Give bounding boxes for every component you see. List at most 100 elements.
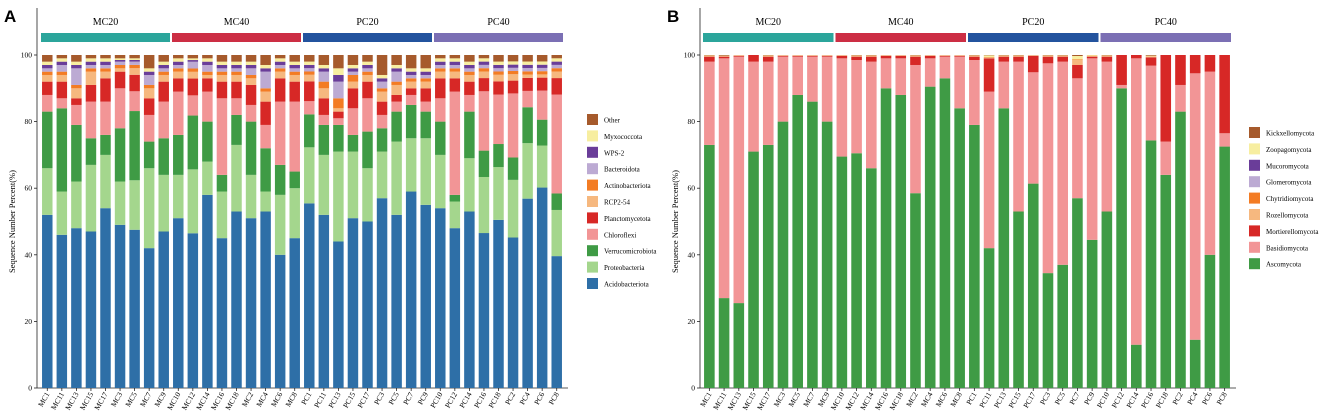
- legend-label: Chytridiomycota: [1266, 195, 1314, 203]
- x-tick-label: MC12: [843, 390, 861, 411]
- legend-swatch: [587, 114, 598, 125]
- bar-segment: [493, 55, 504, 62]
- bar-segment: [245, 64, 257, 69]
- bar-segment: [718, 56, 730, 59]
- bar-segment: [1072, 55, 1083, 56]
- bar-segment: [333, 241, 344, 388]
- bar-segment: [318, 88, 330, 99]
- bar-segment: [880, 55, 892, 59]
- bar-segment: [969, 124, 980, 389]
- bar-segment: [1189, 73, 1201, 340]
- x-tick-label: MC7: [138, 390, 154, 408]
- bar-segment: [260, 55, 271, 65]
- bar-segment: [260, 191, 271, 212]
- bar-segment: [143, 71, 155, 75]
- bar-segment: [449, 91, 461, 195]
- bar-segment: [551, 209, 562, 257]
- x-tick-label: PC9: [1082, 390, 1096, 406]
- group-label: MC20: [93, 17, 119, 28]
- group-strip: [41, 33, 170, 42]
- bar-segment: [449, 201, 461, 229]
- x-tick-label: PC12: [443, 390, 459, 409]
- bar-segment: [216, 81, 228, 99]
- bar-segment: [1072, 59, 1083, 60]
- bar-segment: [910, 55, 921, 57]
- bar-segment: [333, 111, 344, 119]
- bar-segment: [536, 71, 548, 75]
- bar-segment: [143, 98, 155, 115]
- legend-swatch: [587, 146, 598, 158]
- bar-segment: [1160, 174, 1172, 388]
- bar-segment: [260, 64, 271, 69]
- bar-segment: [1042, 273, 1054, 388]
- bar-segment: [376, 198, 388, 388]
- bar-segment: [420, 74, 431, 79]
- bar-segment: [143, 114, 155, 142]
- bar-segment: [260, 101, 271, 125]
- legend-swatch: [587, 163, 598, 175]
- bar-segment: [362, 74, 373, 82]
- bar-segment: [478, 71, 490, 79]
- bar-segment: [1057, 264, 1068, 388]
- bar-segment: [836, 156, 848, 388]
- bar-segment: [129, 55, 140, 59]
- bar-segment: [143, 248, 155, 388]
- bar-segment: [1027, 72, 1039, 184]
- bar-segment: [289, 171, 300, 189]
- bar-segment: [42, 81, 53, 95]
- bar-segment: [100, 68, 111, 72]
- bar-segment: [748, 151, 759, 388]
- bar-segment: [1116, 84, 1127, 89]
- bar-segment: [100, 61, 111, 65]
- bar-segment: [71, 124, 82, 182]
- bar-segment: [718, 58, 730, 299]
- bar-segment: [420, 111, 431, 139]
- legend-label: Actinobacteriota: [604, 182, 652, 190]
- bar-segment: [420, 71, 431, 75]
- bar-segment: [100, 78, 111, 102]
- bar-segment: [158, 101, 169, 139]
- y-tick-label: 40: [688, 250, 696, 259]
- bar-segment: [333, 108, 344, 112]
- x-tick-label: MC14: [858, 390, 876, 411]
- x-tick-label: PC11: [977, 390, 993, 409]
- x-tick-label: PC10: [428, 390, 444, 409]
- bar-segment: [536, 61, 548, 65]
- bar-segment: [245, 84, 257, 105]
- bar-segment: [85, 64, 97, 69]
- group-strip: [434, 33, 563, 42]
- bar-segment: [762, 56, 774, 62]
- bar-segment: [187, 55, 199, 59]
- x-tick-label: PC14: [457, 390, 473, 409]
- y-tick-label: 40: [25, 250, 33, 259]
- bar-segment: [129, 111, 140, 181]
- x-tick-label: PC10: [1095, 390, 1111, 409]
- legend-label: Zoopagomycota: [1266, 146, 1312, 154]
- bar-segment: [998, 55, 1010, 57]
- bar-segment: [129, 91, 140, 112]
- bar-segment: [42, 94, 53, 112]
- bar-segment: [333, 74, 344, 82]
- bar-segment: [129, 68, 140, 75]
- y-axis-label: Sequence Number Percent(%): [670, 170, 680, 273]
- bar-segment: [362, 131, 373, 169]
- x-tick-label: PC4: [518, 390, 532, 406]
- bar-segment: [245, 174, 257, 219]
- bar-segment: [733, 55, 745, 57]
- bar-segment: [362, 68, 373, 72]
- bar-segment: [435, 78, 446, 99]
- bar-segment: [449, 61, 461, 65]
- bar-segment: [129, 74, 140, 92]
- bar-segment: [85, 138, 97, 165]
- bar-segment: [71, 104, 82, 125]
- bar-segment: [464, 81, 475, 95]
- bar-segment: [347, 88, 359, 109]
- bar-segment: [507, 64, 519, 68]
- bar-segment: [821, 55, 833, 57]
- bar-segment: [895, 94, 907, 389]
- bar-segment: [748, 55, 759, 62]
- bar-segment: [245, 55, 257, 62]
- bar-segment: [1145, 56, 1157, 58]
- bar-segment: [880, 58, 892, 89]
- x-tick-label: PC6: [532, 390, 546, 406]
